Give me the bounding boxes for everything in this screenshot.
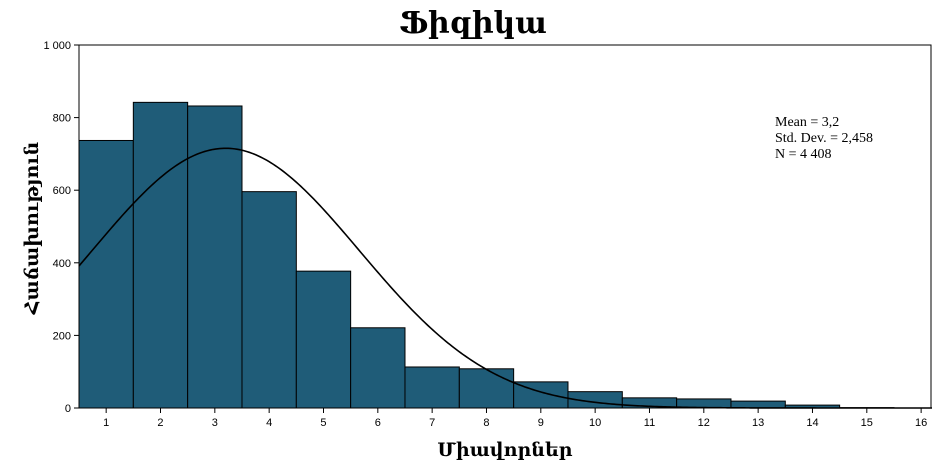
y-tick-label-400: 400 <box>53 258 71 270</box>
x-tick-label-14: 14 <box>806 417 818 429</box>
histogram-bar-3 <box>187 105 243 409</box>
chart-title: Ֆիզիկա <box>399 6 547 41</box>
y-tick-label-200: 200 <box>53 330 71 342</box>
x-tick-label-10: 10 <box>589 417 601 429</box>
x-tick-label-8: 8 <box>483 417 489 429</box>
x-tick-label-7: 7 <box>429 417 435 429</box>
y-tick-label-0: 0 <box>65 403 71 415</box>
x-tick-label-12: 12 <box>698 417 710 429</box>
histogram-bar-13 <box>730 400 786 409</box>
x-tick-label-3: 3 <box>212 417 218 429</box>
stat-std-dev: Std. Dev. = 2,458 <box>775 131 873 146</box>
histogram-bar-2 <box>132 101 189 409</box>
plot-frame <box>79 44 932 408</box>
x-axis-label: Միավորներ <box>437 439 572 461</box>
x-tick-label-9: 9 <box>538 417 544 429</box>
x-tick-label-6: 6 <box>375 417 381 429</box>
stat-mean: Mean = 3,2 <box>775 115 839 130</box>
x-tick-label-2: 2 <box>157 417 163 429</box>
x-tick-label-13: 13 <box>752 417 764 429</box>
y-axis-label: Հաճախություն <box>21 142 43 316</box>
histogram-bar-1 <box>78 139 134 409</box>
stat-n: N = 4 408 <box>775 147 832 162</box>
histogram-bar-6 <box>350 327 406 409</box>
x-tick-label-5: 5 <box>320 417 326 429</box>
x-tick-label-11: 11 <box>644 417 655 429</box>
x-tick-label-16: 16 <box>915 417 927 429</box>
histogram-bar-8 <box>458 368 515 409</box>
x-tick-label-15: 15 <box>861 417 873 429</box>
y-tick-label-1000: 1 000 <box>43 40 71 52</box>
x-tick-label-1: 1 <box>103 417 109 429</box>
y-tick-label-800: 800 <box>53 113 71 125</box>
y-tick-label-600: 600 <box>53 185 71 197</box>
histogram-bar-5 <box>295 270 352 409</box>
histogram-bar-4 <box>241 191 297 409</box>
histogram-bar-7 <box>404 366 460 409</box>
x-tick-label-4: 4 <box>266 417 272 429</box>
